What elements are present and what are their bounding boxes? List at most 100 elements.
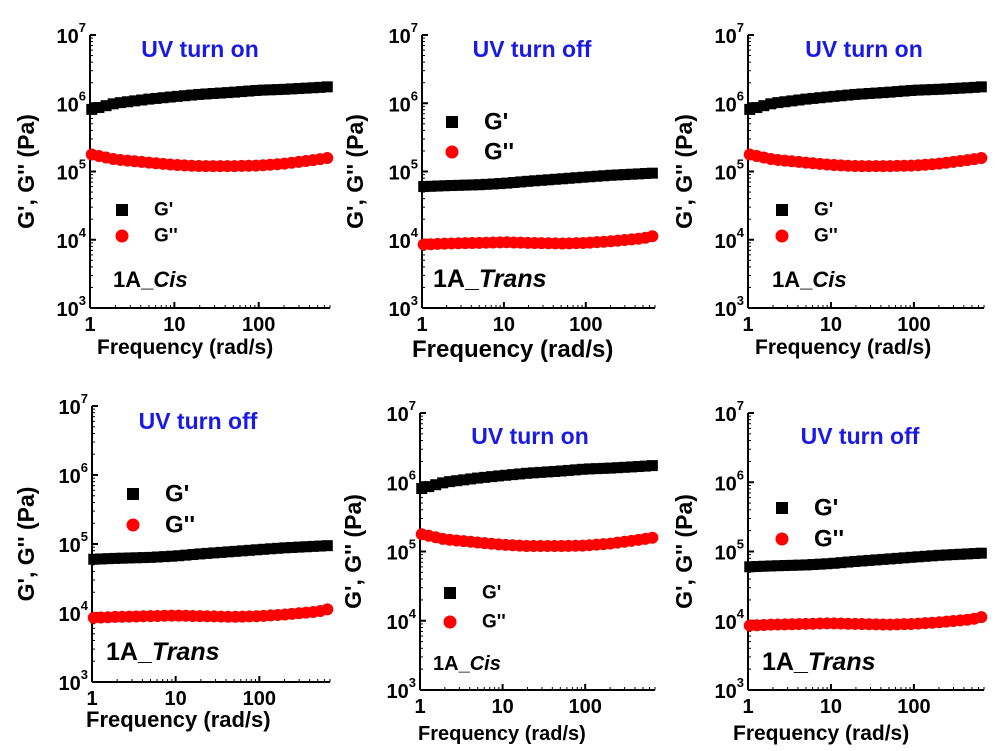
data-point-g-prime	[529, 175, 541, 187]
data-point-g-prime	[562, 464, 574, 476]
data-point-g-prime	[877, 87, 889, 99]
data-point-g-prime	[947, 83, 959, 95]
data-point-g-prime	[549, 173, 561, 185]
data-point-g-prime	[758, 560, 770, 572]
chart-title: UV turn off	[801, 423, 920, 449]
legend-marker-g-prime	[446, 116, 458, 128]
data-point-g-prime	[508, 177, 520, 189]
data-point-g-prime	[821, 558, 833, 570]
data-point-g-prime	[933, 549, 945, 561]
legend-label: G'	[814, 200, 833, 221]
y-tick-label: 103	[387, 675, 416, 703]
sample-annotation: 1A_Cis	[433, 653, 501, 675]
data-point-g-prime	[570, 172, 582, 184]
data-point-g-prime	[123, 552, 135, 564]
y-tick-label: 105	[715, 157, 744, 185]
sample-annotation: 1A_Trans	[433, 265, 547, 293]
data-point-g-prime	[486, 471, 498, 483]
data-point-g-prime	[271, 84, 283, 96]
legend-marker-g-double-prime	[443, 615, 457, 629]
data-point-g-prime	[250, 84, 262, 96]
y-tick-label: 104	[715, 606, 745, 634]
data-point-g-prime	[786, 559, 798, 571]
data-point-g-prime	[307, 82, 319, 94]
series-g-prime	[416, 460, 658, 494]
data-point-g-prime	[577, 171, 589, 183]
data-point-g-prime	[626, 168, 638, 180]
x-tick-label: 100	[569, 314, 602, 336]
data-point-g-prime	[751, 102, 763, 114]
data-point-g-prime	[194, 548, 206, 560]
data-point-g-prime	[926, 550, 938, 562]
legend: G' G''	[445, 109, 514, 166]
y-tick-label: 106	[715, 467, 744, 495]
y-tick-label: 107	[715, 20, 744, 48]
data-point-g-prime	[793, 94, 805, 106]
data-point-g-prime	[236, 545, 248, 557]
data-point-g-prime	[597, 462, 609, 474]
y-tick-label: 105	[59, 529, 88, 557]
data-point-g-prime	[423, 481, 435, 493]
data-point-g-prime	[458, 474, 470, 486]
data-point-g-prime	[430, 479, 442, 491]
data-point-g-prime	[926, 84, 938, 96]
data-point-g-prime	[278, 83, 290, 95]
legend-marker-g-double-prime	[126, 518, 140, 532]
data-point-g-prime	[556, 465, 568, 477]
data-point-g-prime	[222, 546, 234, 558]
data-point-g-double-prime	[646, 531, 659, 544]
data-point-g-prime	[286, 83, 298, 95]
data-point-g-prime	[418, 181, 430, 193]
x-tick-label: 1	[84, 314, 95, 336]
data-point-g-prime	[501, 177, 513, 189]
data-point-g-prime	[186, 89, 198, 101]
y-tick-label: 107	[59, 391, 88, 419]
y-tick-label: 105	[389, 157, 418, 185]
data-point-g-prime	[487, 178, 499, 190]
y-tick-label: 105	[57, 157, 86, 185]
data-point-g-double-prime	[975, 611, 988, 624]
y-axis-title: G', G'' (Pa)	[671, 494, 697, 609]
data-point-g-prime	[439, 180, 451, 192]
data-point-g-prime	[772, 97, 784, 109]
data-point-g-prime	[849, 555, 861, 567]
data-point-g-prime	[590, 463, 602, 475]
x-tick-label: 10	[493, 314, 515, 336]
data-point-g-prime	[159, 551, 171, 563]
x-tick-label: 1	[414, 696, 425, 718]
data-point-g-prime	[779, 560, 791, 572]
data-point-g-prime	[144, 551, 156, 563]
legend-marker-g-prime	[776, 502, 788, 514]
legend: G' G''	[115, 200, 178, 247]
series-g-double-prime	[415, 528, 659, 553]
x-axis-title: Frequency (rad/s)	[418, 723, 586, 745]
data-point-g-prime	[605, 169, 617, 181]
data-point-g-prime	[633, 168, 645, 180]
data-point-g-prime	[744, 103, 756, 115]
data-point-g-prime	[251, 544, 263, 556]
x-tick-label: 100	[569, 696, 602, 718]
series-g-prime	[86, 81, 333, 115]
y-tick-label: 103	[57, 293, 86, 321]
data-point-g-prime	[584, 171, 596, 183]
data-point-g-prime	[870, 87, 882, 99]
data-point-g-prime	[150, 92, 162, 104]
data-point-g-prime	[639, 460, 651, 472]
data-point-g-prime	[466, 179, 478, 191]
series-g-double-prime	[743, 611, 988, 632]
data-point-g-prime	[758, 100, 770, 112]
data-point-g-prime	[116, 552, 128, 564]
data-point-g-prime	[473, 179, 485, 191]
sample-annotation: 1A_Cis	[113, 267, 188, 292]
data-point-g-prime	[472, 472, 484, 484]
data-point-g-prime	[933, 83, 945, 95]
data-point-g-prime	[143, 93, 155, 105]
chart-title: UV turn off	[473, 36, 592, 62]
chart-title: UV turn on	[141, 36, 259, 62]
data-point-g-double-prime	[321, 151, 334, 164]
data-point-g-prime	[179, 90, 191, 102]
legend-label: G''	[814, 226, 838, 247]
y-tick-label: 104	[715, 225, 745, 253]
data-point-g-prime	[884, 553, 896, 565]
